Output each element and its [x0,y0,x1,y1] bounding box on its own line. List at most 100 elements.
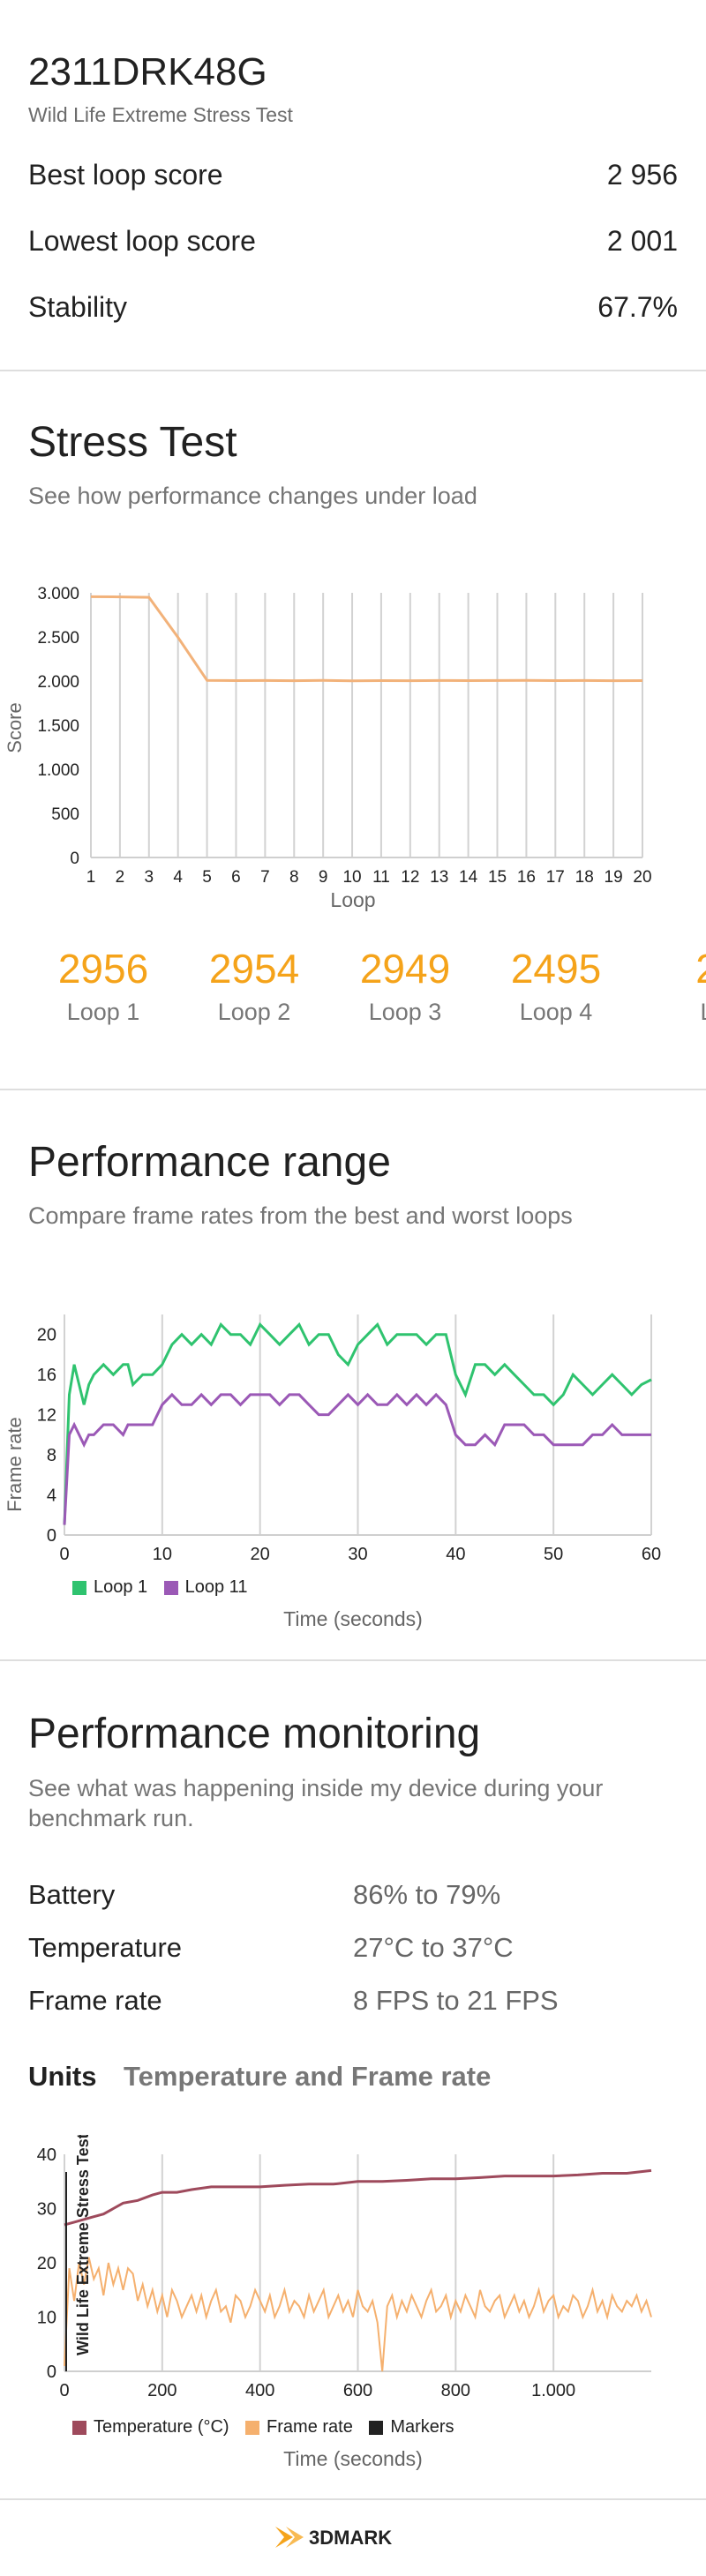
loop-name: Loop 1 [66,999,140,1025]
loop-card[interactable]: 2495 Loop 4 [481,944,631,1026]
loop-name: Loop 4 [519,999,593,1025]
legend-swatch [245,2420,260,2435]
x-tick-label: 7 [260,868,270,887]
frame-rate-value: 8 FPS to 21 FPS [353,1985,559,2016]
loop-score: 2954 [208,946,300,992]
stability-label: Stability [28,291,128,323]
test-annotation: Wild Life Extreme Stress Test [74,2135,92,2355]
performance-range-subtitle: Compare frame rates from the best and wo… [28,1202,573,1229]
x-tick-label: 18 [575,868,594,887]
legend-item: Loop 11 [163,1577,247,1598]
y-tick-label: 8 [47,1446,56,1465]
x-tick-label: 2 [116,868,125,887]
y-tick-label: 3.000 [37,585,79,603]
y-tick-label: 0 [47,2363,56,2382]
x-tick-label: 400 [245,2381,274,2400]
y-tick-label: 4 [47,1486,56,1506]
x-tick-label: 40 [446,1545,465,1564]
x-tick-label: 50 [544,1545,563,1564]
loop-score: 2495 [510,946,602,992]
x-tick-label: 13 [430,868,448,887]
legend-item: Temperature (°C) [72,2417,229,2437]
legend-label: Frame rate [267,2417,353,2437]
legend-label: Markers [390,2417,454,2437]
loop-score: 2956 [57,946,149,992]
loop-name: L [632,999,706,1026]
y-axis-title: Frame rate [4,1417,26,1512]
y-tick-label: 30 [37,2200,56,2220]
test-name: Wild Life Extreme Stress Test [28,103,293,126]
legend-swatch [369,2420,384,2435]
battery-value: 86% to 79% [353,1879,501,1910]
series-line [63,1322,652,1525]
x-tick-label: 9 [319,868,328,887]
performance-range-chart: 0 4 8 12 16 20 0 10 20 30 40 50 60 Frame rate [4,1314,661,1564]
x-tick-label: 30 [348,1545,367,1564]
legend-swatch [72,1580,86,1595]
loop-name: Loop 3 [368,999,442,1025]
y-tick-label: 20 [37,2254,56,2273]
legend-label: Loop 1 [94,1577,148,1597]
y-tick-label: 2.000 [37,673,79,692]
battery-label: Battery [28,1879,116,1910]
x-tick-label: 8 [289,868,299,887]
series-line [63,1392,651,1525]
x-tick-label: 16 [517,868,536,887]
best-loop-value: 2 956 [606,159,678,191]
loop-card[interactable]: 2954 Loop 2 [179,944,329,1026]
divider [0,2498,706,2500]
legend-swatch [163,1580,178,1595]
x-tick-label: 10 [153,1545,172,1564]
x-tick-label: 15 [488,868,507,887]
x-tick-label: 12 [401,868,419,887]
frame-rate-line [64,2257,652,2372]
x-tick-label: 19 [605,868,623,887]
loop-name: Loop 2 [217,999,291,1025]
loop-card[interactable]: 2 L [632,944,706,1026]
legend-item: Markers [369,2417,454,2437]
x-tick-label: 1.000 [531,2381,575,2400]
units-selector[interactable]: Temperature and Frame rate [124,2061,492,2092]
x-tick-label: 200 [147,2381,176,2400]
x-tick-label: 0 [59,1545,69,1564]
y-tick-label: 0 [47,1526,56,1546]
x-tick-label: 17 [546,868,565,887]
stress-test-subtitle: See how performance changes under load [28,483,477,509]
loop-scores-carousel[interactable]: 2956 Loop 1 2954 Loop 2 2949 Loop 3 2495… [28,944,706,1041]
y-tick-label: 1.500 [37,717,79,736]
performance-range-title: Performance range [28,1139,391,1186]
x-tick-label: 14 [459,868,478,887]
chart-legend: Temperature (°C) Frame rate Markers [72,2417,467,2439]
stress-test-title: Stress Test [28,419,237,466]
y-tick-label: 10 [37,2309,56,2328]
x-tick-label: 1 [86,868,96,887]
legend-swatch [72,2420,86,2435]
device-name: 2311DRK48G [28,50,267,94]
temperature-label: Temperature [28,1932,183,1963]
stability-value: 67.7% [597,291,678,323]
performance-monitoring-chart: 0 10 20 30 40 0 200 400 600 800 1.000 Wild Life E… [37,2135,652,2400]
y-tick-label: 40 [37,2145,56,2165]
temperature-line [64,2168,652,2227]
legend-label: Temperature (°C) [94,2417,229,2437]
y-tick-label: 20 [37,1326,56,1345]
lowest-loop-value: 2 001 [606,225,678,257]
temperature-value: 27°C to 37°C [353,1932,514,1963]
lowest-loop-label: Lowest loop score [28,225,256,257]
divider [0,1659,706,1661]
loop-score: 2949 [359,946,451,992]
brand-logo: 3DMARK [0,2520,706,2559]
x-tick-label: 4 [173,868,183,887]
y-tick-label: 1.000 [37,761,79,780]
x-tick-label: 20 [633,868,651,887]
x-tick-label: 11 [372,868,390,887]
x-tick-label: 6 [231,868,241,887]
loop-card[interactable]: 2949 Loop 3 [330,944,480,1026]
y-tick-label: 12 [37,1406,56,1426]
legend-item: Frame rate [245,2417,353,2437]
x-tick-label: 0 [59,2381,69,2400]
y-tick-label: 0 [70,850,79,868]
loop-card[interactable]: 2956 Loop 1 [28,944,178,1026]
performance-monitoring-subtitle: See what was happening inside my device … [28,1775,604,1831]
